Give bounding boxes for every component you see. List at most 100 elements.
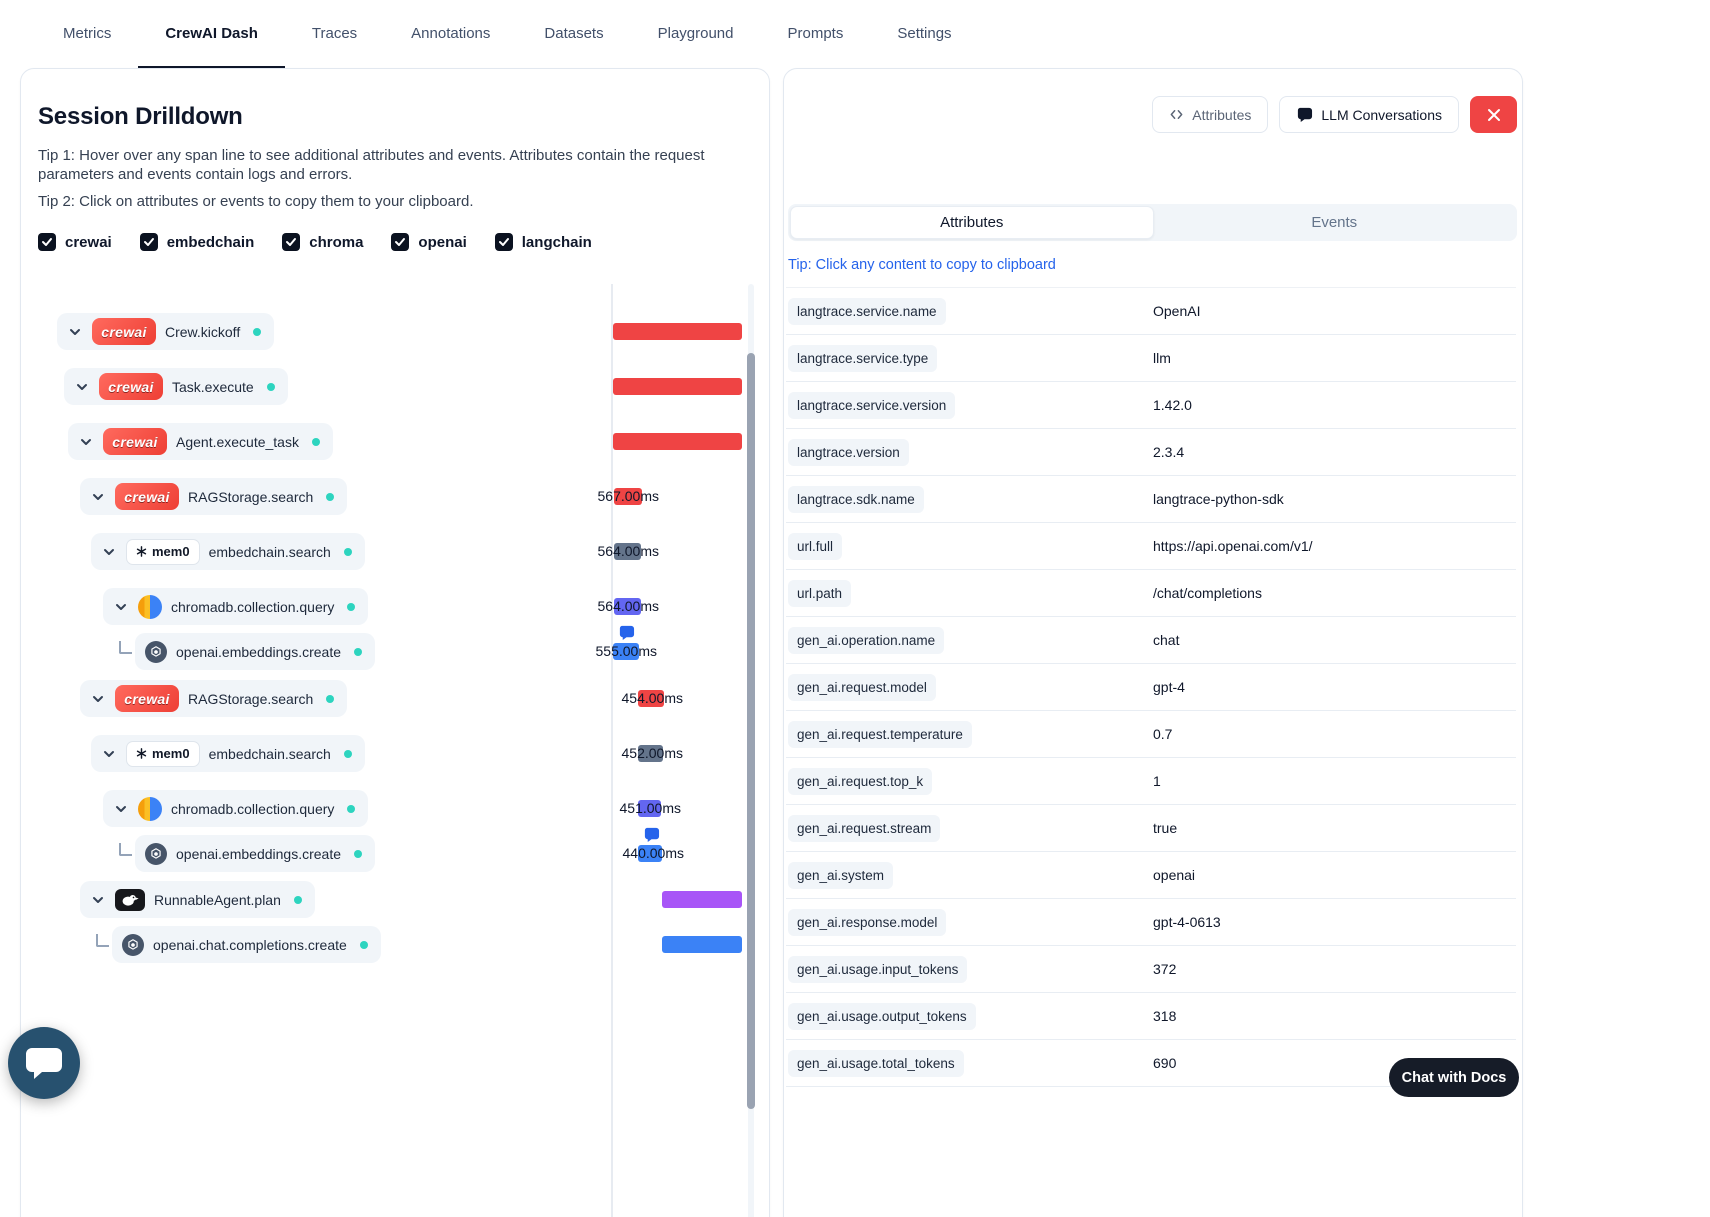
- attr-row[interactable]: gen_ai.operation.name chat: [786, 617, 1516, 664]
- span-chromadb-collection-query[interactable]: chromadb.collection.query: [103, 588, 369, 625]
- span-chromadb-collection-query[interactable]: chromadb.collection.query: [103, 790, 369, 827]
- attr-row[interactable]: gen_ai.request.model gpt-4: [786, 664, 1516, 711]
- filter-crewai[interactable]: crewai: [38, 233, 112, 251]
- attr-value[interactable]: 1.42.0: [1153, 397, 1192, 413]
- span-duration-bar[interactable]: [638, 690, 664, 707]
- llm-conversations-button[interactable]: LLM Conversations: [1279, 96, 1459, 133]
- attr-row[interactable]: langtrace.service.name OpenAI: [786, 288, 1516, 335]
- tree-scrollbar-thumb[interactable]: [747, 353, 755, 1109]
- attr-key[interactable]: langtrace.service.name: [788, 297, 946, 325]
- attr-value[interactable]: gpt-4-0613: [1153, 914, 1221, 930]
- attr-key[interactable]: url.full: [788, 532, 843, 560]
- attr-row[interactable]: gen_ai.request.top_k 1: [786, 758, 1516, 805]
- span-duration-bar[interactable]: [613, 323, 742, 340]
- attr-key[interactable]: gen_ai.request.model: [788, 673, 936, 701]
- attr-key[interactable]: gen_ai.request.temperature: [788, 720, 972, 748]
- attr-value[interactable]: gpt-4: [1153, 679, 1185, 695]
- attr-row[interactable]: gen_ai.response.model gpt-4-0613: [786, 899, 1516, 946]
- tab-events[interactable]: Events: [1311, 214, 1358, 231]
- nav-tab-traces[interactable]: Traces: [311, 24, 358, 42]
- attr-value[interactable]: 372: [1153, 961, 1177, 977]
- attr-value[interactable]: openai: [1153, 867, 1196, 883]
- attr-value[interactable]: 318: [1153, 1008, 1177, 1024]
- attr-row[interactable]: gen_ai.usage.total_tokens 690: [786, 1040, 1516, 1087]
- filter-langchain[interactable]: langchain: [494, 233, 592, 251]
- attr-row[interactable]: langtrace.version 2.3.4: [786, 429, 1516, 476]
- attr-row[interactable]: gen_ai.request.stream true: [786, 805, 1516, 852]
- span-embedchain-search[interactable]: mem0 embedchain.search: [91, 533, 365, 570]
- attr-key[interactable]: gen_ai.usage.total_tokens: [788, 1049, 964, 1077]
- checkbox-checked-icon[interactable]: [391, 233, 410, 251]
- filter-openai[interactable]: openai: [391, 233, 467, 251]
- span-openai-chat-completions-create[interactable]: openai.chat.completions.create: [112, 926, 381, 963]
- nav-tab-settings[interactable]: Settings: [897, 24, 952, 42]
- attr-key[interactable]: langtrace.version: [788, 438, 909, 466]
- attr-row[interactable]: langtrace.sdk.name langtrace-python-sdk: [786, 476, 1516, 523]
- checkbox-checked-icon[interactable]: [494, 233, 513, 251]
- attr-key[interactable]: langtrace.service.version: [788, 391, 956, 419]
- span-embedchain-search[interactable]: mem0 embedchain.search: [91, 735, 365, 772]
- chevron-down-icon[interactable]: [90, 489, 106, 505]
- nav-tab-datasets[interactable]: Datasets: [544, 24, 604, 42]
- attr-key[interactable]: gen_ai.response.model: [788, 908, 947, 936]
- span-openai-embeddings-create[interactable]: openai.embeddings.create: [135, 633, 376, 670]
- span-duration-bar[interactable]: [613, 378, 742, 395]
- span-ragstorage-search[interactable]: crewai RAGStorage.search: [80, 478, 348, 515]
- copy-tip[interactable]: Tip: Click any content to copy to clipbo…: [788, 257, 1056, 273]
- close-button[interactable]: [1470, 96, 1517, 133]
- span-duration-bar[interactable]: [613, 433, 742, 450]
- span-runnableagent-plan[interactable]: RunnableAgent.plan: [80, 881, 315, 918]
- chevron-down-icon[interactable]: [74, 379, 90, 395]
- attr-value[interactable]: llm: [1153, 350, 1171, 366]
- attr-row[interactable]: gen_ai.request.temperature 0.7: [786, 711, 1516, 758]
- span-openai-embeddings-create[interactable]: openai.embeddings.create: [135, 835, 376, 872]
- attr-value[interactable]: OpenAI: [1153, 303, 1201, 319]
- attr-key[interactable]: gen_ai.request.stream: [788, 814, 941, 842]
- filter-embedchain[interactable]: embedchain: [139, 233, 254, 251]
- attr-value[interactable]: /chat/completions: [1153, 585, 1262, 601]
- attr-value[interactable]: true: [1153, 820, 1178, 836]
- attr-key[interactable]: gen_ai.usage.input_tokens: [788, 955, 968, 983]
- span-duration-bar[interactable]: [662, 891, 742, 908]
- span-duration-bar[interactable]: [614, 543, 641, 560]
- attr-row[interactable]: gen_ai.usage.output_tokens 318: [786, 993, 1516, 1040]
- span-crew-kickoff[interactable]: crewai Crew.kickoff: [57, 313, 275, 350]
- nav-tab-annotations[interactable]: Annotations: [411, 24, 491, 42]
- chat-with-docs-button[interactable]: Chat with Docs: [1389, 1058, 1519, 1097]
- span-duration-bar[interactable]: [613, 643, 639, 660]
- checkbox-checked-icon[interactable]: [38, 233, 56, 251]
- filter-chroma[interactable]: chroma: [282, 233, 363, 251]
- attr-row[interactable]: gen_ai.usage.input_tokens 372: [786, 946, 1516, 993]
- attr-key[interactable]: gen_ai.request.top_k: [788, 767, 933, 795]
- nav-tab-playground[interactable]: Playground: [657, 24, 734, 42]
- attr-row[interactable]: url.path/chat/completions: [786, 570, 1516, 617]
- span-ragstorage-search[interactable]: crewai RAGStorage.search: [80, 680, 348, 717]
- chevron-down-icon[interactable]: [101, 746, 117, 762]
- span-agent-execute-task[interactable]: crewai Agent.execute_task: [68, 423, 333, 460]
- chevron-down-icon[interactable]: [101, 544, 117, 560]
- span-task-execute[interactable]: crewai Task.execute: [64, 368, 288, 405]
- attr-value[interactable]: 690: [1153, 1055, 1177, 1071]
- attr-value[interactable]: https://api.openai.com/v1/: [1153, 538, 1313, 554]
- checkbox-checked-icon[interactable]: [139, 233, 158, 251]
- chevron-down-icon[interactable]: [78, 434, 94, 450]
- nav-tab-prompts[interactable]: Prompts: [787, 24, 844, 42]
- attr-key[interactable]: url.path: [788, 579, 852, 607]
- attr-key[interactable]: langtrace.service.type: [788, 344, 938, 372]
- chevron-down-icon[interactable]: [113, 599, 129, 615]
- attr-row[interactable]: langtrace.service.version 1.42.0: [786, 382, 1516, 429]
- attr-value[interactable]: 2.3.4: [1153, 444, 1185, 460]
- chevron-down-icon[interactable]: [90, 892, 106, 908]
- attributes-code-button[interactable]: Attributes: [1152, 96, 1269, 133]
- checkbox-checked-icon[interactable]: [282, 233, 301, 251]
- attr-key[interactable]: gen_ai.operation.name: [788, 626, 945, 654]
- chevron-down-icon[interactable]: [67, 324, 83, 340]
- chevron-down-icon[interactable]: [90, 691, 106, 707]
- nav-tab-crewai-dash[interactable]: CrewAI Dash: [138, 0, 285, 68]
- span-duration-bar[interactable]: [614, 598, 641, 615]
- chat-launcher[interactable]: [8, 1027, 80, 1099]
- tab-attributes[interactable]: Attributes: [790, 206, 1154, 239]
- span-duration-bar[interactable]: [638, 745, 663, 762]
- attr-value[interactable]: 0.7: [1153, 726, 1173, 742]
- attr-value[interactable]: 1: [1153, 773, 1161, 789]
